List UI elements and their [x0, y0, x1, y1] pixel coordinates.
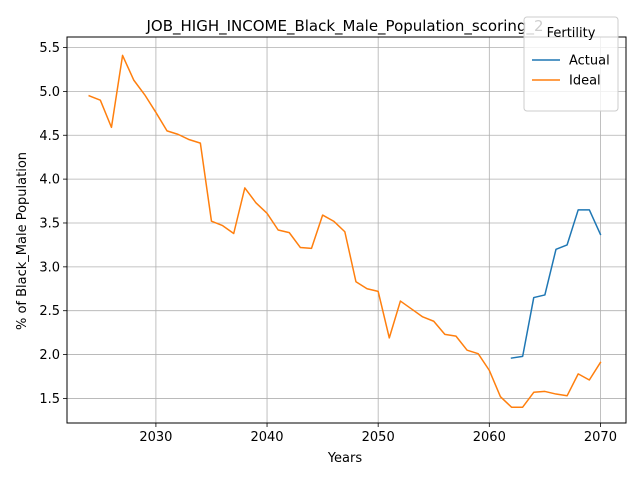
y-tick-label: 5.0 [39, 85, 60, 100]
y-tick-label: 4.5 [39, 129, 60, 144]
x-tick-label: 2070 [584, 430, 617, 445]
legend: Fertility Actual Ideal [523, 16, 619, 112]
x-tick-label: 2050 [362, 430, 395, 445]
series-layer [88, 54, 602, 408]
x-tick-label: 2040 [250, 430, 283, 445]
y-tick-label: 5.5 [39, 41, 60, 56]
x-tick-label: 2060 [473, 430, 506, 445]
legend-label-ideal: Ideal [569, 74, 601, 89]
y-tick-label: 2.5 [39, 304, 60, 319]
x-tick-label: 2030 [139, 430, 172, 445]
y-tick-label: 3.5 [39, 216, 60, 231]
y-axis-ticks: 1.5 2.0 2.5 3.0 3.5 4.0 4.5 5.0 5.5 [39, 41, 67, 407]
y-tick-label: 3.0 [39, 260, 60, 275]
plot-frame [66, 36, 627, 424]
legend-box [523, 16, 619, 112]
y-tick-label: 1.5 [39, 392, 60, 407]
chart-title: JOB_HIGH_INCOME_Black_Male_Population_sc… [145, 17, 543, 36]
x-axis-label: Years [327, 451, 363, 466]
x-axis-ticks: 2030 2040 2050 2060 2070 [139, 423, 617, 445]
legend-title: Fertility [547, 26, 596, 41]
series-line-actual [510, 209, 602, 359]
y-tick-label: 2.0 [39, 348, 60, 363]
legend-label-actual: Actual [569, 54, 610, 69]
y-tick-label: 4.0 [39, 173, 60, 188]
series-line-ideal [88, 54, 602, 408]
legend-items: Actual Ideal [532, 54, 610, 89]
y-axis-label: % of Black_Male Population [15, 152, 30, 330]
